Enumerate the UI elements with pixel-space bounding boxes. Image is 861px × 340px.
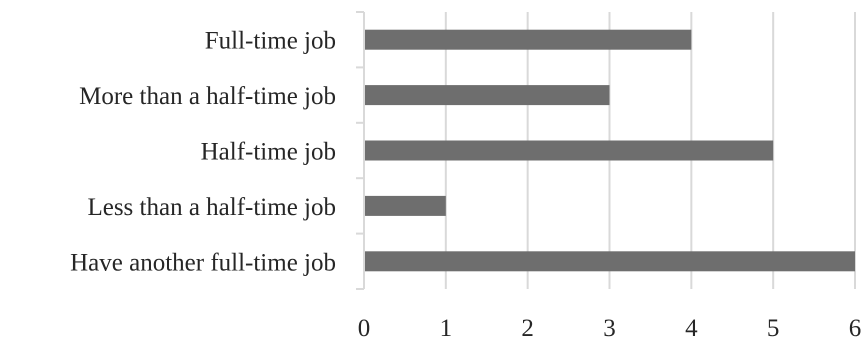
category-label-0: Full-time job (205, 28, 336, 55)
category-label-2: Half-time job (201, 139, 336, 166)
bar-3 (365, 195, 446, 216)
bar-2 (365, 140, 774, 161)
bar-4 (365, 251, 855, 272)
x-tick-label-1: 1 (440, 315, 453, 340)
bars (365, 29, 855, 272)
category-axis (356, 11, 365, 290)
bar-0 (365, 29, 692, 50)
x-tick-label-6: 6 (849, 315, 861, 340)
x-tick-label-4: 4 (685, 315, 698, 340)
category-label-1: More than a half-time job (79, 83, 336, 110)
bar-1 (365, 85, 610, 106)
category-label-4: Have another full-time job (70, 249, 336, 276)
category-label-3: Less than a half-time job (87, 194, 336, 221)
x-tick-label-5: 5 (767, 315, 780, 340)
category-labels: Full-time job More than a half-time job Ha… (70, 28, 336, 277)
x-tick-labels: 0 1 2 3 4 5 6 (358, 315, 861, 340)
x-tick-label-3: 3 (603, 315, 616, 340)
x-tick-label-2: 2 (521, 315, 534, 340)
x-tick-label-0: 0 (358, 315, 371, 340)
